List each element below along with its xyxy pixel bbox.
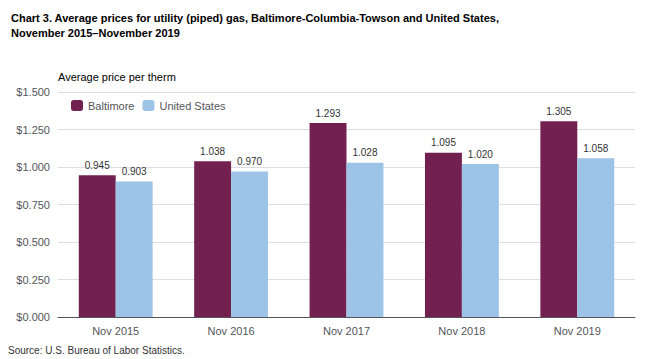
svg-text:1.058: 1.058 (583, 143, 608, 154)
svg-text:Chart 3. Average prices for ut: Chart 3. Average prices for utility (pip… (11, 12, 499, 24)
svg-text:$1.500: $1.500 (16, 86, 50, 98)
svg-text:November 2015–November 2019: November 2015–November 2019 (11, 27, 180, 39)
svg-text:Baltimore: Baltimore (88, 100, 134, 112)
svg-text:1.028: 1.028 (352, 147, 377, 158)
svg-text:0.903: 0.903 (122, 166, 147, 177)
svg-text:1.293: 1.293 (316, 108, 341, 119)
svg-text:1.038: 1.038 (200, 146, 225, 157)
svg-text:$1.000: $1.000 (16, 161, 50, 173)
svg-text:1.020: 1.020 (468, 149, 493, 160)
svg-text:Source: U.S. Bureau of Labor S: Source: U.S. Bureau of Labor Statistics. (8, 345, 185, 356)
svg-text:$0.000: $0.000 (16, 311, 50, 323)
svg-text:$1.250: $1.250 (16, 124, 50, 136)
svg-text:Nov 2017: Nov 2017 (323, 325, 370, 337)
svg-text:0.945: 0.945 (85, 160, 110, 171)
svg-text:$0.250: $0.250 (16, 274, 50, 286)
svg-text:United States: United States (159, 100, 226, 112)
svg-text:$0.750: $0.750 (16, 199, 50, 211)
svg-text:$0.500: $0.500 (16, 236, 50, 248)
svg-text:Nov 2018: Nov 2018 (438, 325, 485, 337)
svg-text:Average price per therm: Average price per therm (58, 71, 176, 83)
svg-text:0.970: 0.970 (237, 156, 262, 167)
svg-text:Nov 2019: Nov 2019 (554, 325, 601, 337)
svg-text:Nov 2015: Nov 2015 (92, 325, 139, 337)
svg-text:Nov 2016: Nov 2016 (208, 325, 255, 337)
svg-text:1.095: 1.095 (431, 137, 456, 148)
svg-text:1.305: 1.305 (546, 106, 571, 117)
